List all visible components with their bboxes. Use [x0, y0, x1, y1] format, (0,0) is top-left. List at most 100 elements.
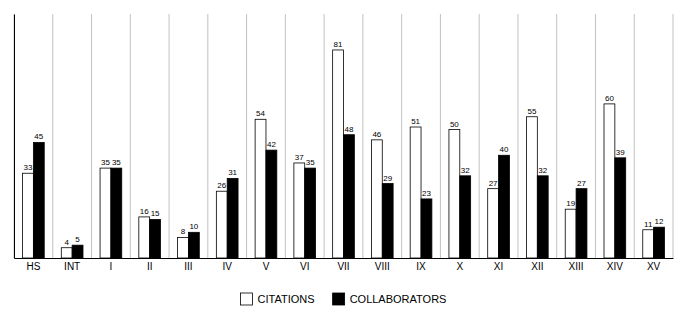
data-label: 27: [577, 179, 586, 188]
x-tick: II: [147, 261, 153, 272]
data-label: 35: [306, 158, 315, 167]
data-label: 55: [527, 107, 536, 116]
legend-item: COLLABORATORS: [333, 293, 447, 305]
data-label: 54: [256, 109, 265, 118]
data-label: 51: [411, 117, 420, 126]
chart: 3343516826543781465150275519601145535151…: [0, 0, 685, 316]
x-tick-label: III: [184, 261, 192, 272]
x-tick: V: [263, 261, 270, 272]
x-tick: X: [456, 261, 463, 272]
data-label: 5: [75, 235, 80, 244]
data-label: 42: [267, 140, 276, 149]
bar: [23, 173, 34, 258]
x-tick: I: [110, 261, 113, 272]
separators: [14, 14, 673, 258]
data-label: 39: [616, 148, 625, 157]
separator: [362, 14, 363, 258]
bar: [371, 140, 382, 258]
separator: [285, 14, 286, 258]
x-tick-label: IV: [222, 261, 232, 272]
bar: [344, 135, 355, 258]
data-label: 46: [372, 130, 381, 139]
bar: [255, 119, 266, 258]
bar: [654, 227, 665, 258]
data-label: 48: [344, 125, 353, 134]
separator: [401, 14, 402, 258]
data-label: 8: [181, 227, 186, 236]
data-label: 19: [566, 199, 575, 208]
bar: [150, 219, 161, 258]
bar: [576, 189, 587, 258]
x-tick-label: VII: [337, 261, 349, 272]
x-tick: VI: [300, 261, 309, 272]
bar: [526, 117, 537, 258]
x-axis: HSINTIIIIIIIVVVIVIIVIIIIXXXIXIIXIIIXIVXV: [15, 259, 674, 273]
y-axis-line: [14, 15, 15, 259]
bar: [61, 248, 72, 258]
x-tick-label: X: [456, 261, 463, 272]
bar: [604, 104, 615, 258]
data-label: 23: [422, 189, 431, 198]
bar: [33, 142, 44, 258]
separator: [556, 14, 557, 258]
separator: [207, 14, 208, 258]
separator: [169, 14, 170, 258]
data-label: 81: [334, 40, 343, 49]
separator: [634, 14, 635, 258]
x-tick-label: II: [147, 261, 153, 272]
bar: [111, 168, 122, 258]
bar: [100, 168, 111, 258]
separator: [673, 14, 674, 258]
bar: [305, 168, 316, 258]
x-tick: XIII: [569, 261, 584, 272]
x-tick-label: XIII: [569, 261, 584, 272]
separator: [91, 14, 92, 258]
x-axis-line: [15, 258, 674, 259]
x-tick-label: V: [263, 261, 270, 272]
bar: [565, 209, 576, 258]
bar: [499, 155, 510, 258]
separator: [52, 14, 53, 258]
separator: [440, 14, 441, 258]
data-label: 26: [217, 181, 226, 190]
x-tick-label: INT: [64, 261, 80, 272]
x-tick: XII: [531, 261, 543, 272]
data-label: 10: [189, 222, 198, 231]
x-tick: IX: [416, 261, 426, 272]
x-tick: III: [184, 261, 192, 272]
x-tick-label: XI: [494, 261, 503, 272]
x-tick-label: VI: [300, 261, 309, 272]
bar: [139, 217, 150, 258]
x-tick: XIV: [607, 261, 623, 272]
legend-swatch: [333, 293, 345, 305]
bar: [227, 178, 238, 258]
separator: [246, 14, 247, 258]
bars: [23, 50, 665, 258]
x-tick-label: XV: [647, 261, 661, 272]
x-tick-label: XII: [531, 261, 543, 272]
x-tick-label: XIV: [607, 261, 623, 272]
bar: [488, 189, 499, 258]
bar: [382, 184, 393, 258]
bar: [178, 237, 189, 258]
data-label: 11: [644, 220, 653, 229]
separator: [324, 14, 325, 258]
bar: [460, 176, 471, 258]
data-label: 31: [228, 168, 237, 177]
bar: [537, 176, 548, 258]
x-tick-label: IX: [416, 261, 426, 272]
data-label: 35: [101, 158, 110, 167]
data-label: 37: [295, 153, 304, 162]
x-tick-label: HS: [26, 261, 40, 272]
data-label: 35: [112, 158, 121, 167]
bar: [643, 230, 654, 258]
x-tick: VII: [337, 261, 349, 272]
separator: [517, 14, 518, 258]
data-label: 32: [461, 166, 470, 175]
bar: [294, 163, 305, 258]
bar: [449, 130, 460, 258]
data-label: 27: [489, 179, 498, 188]
bar: [216, 191, 227, 258]
data-label: 29: [383, 174, 392, 183]
bar: [421, 199, 432, 258]
